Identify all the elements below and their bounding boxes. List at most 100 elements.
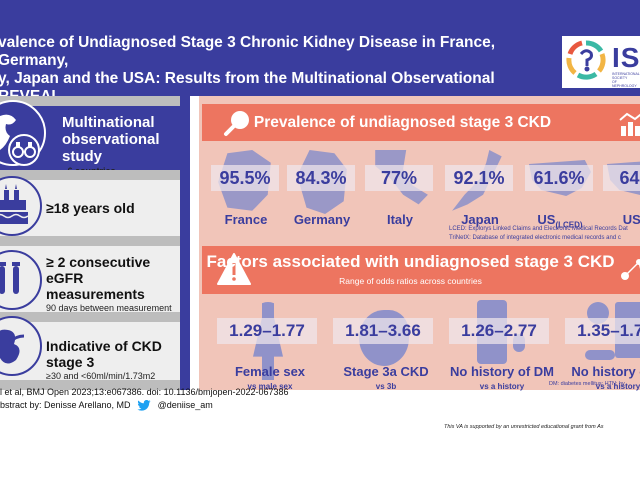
factor-no-dm: 1.26–2.77 No history of DM vs a history xyxy=(447,300,559,420)
study-item-text: Multinational observational study - 6 co… xyxy=(62,114,180,177)
test-tubes-icon xyxy=(0,250,42,310)
abstract-credit: bstract by: Denisse Arellano, MD @deniis… xyxy=(0,399,289,412)
country-germany: 84.3% Germany xyxy=(287,146,357,236)
factor-female-sex: 1.29–1.77 Female sex vs male sex xyxy=(215,300,327,420)
value-box xyxy=(565,318,640,344)
abbreviations-footnote: DM: diabetes mellitus; HTN: hy xyxy=(549,381,625,387)
country-label: US xyxy=(622,212,640,227)
value-box xyxy=(217,318,317,344)
logo-sub-line-1: INTERNATIONAL SOCIETY xyxy=(612,72,640,80)
prevalence-value: 95.5% xyxy=(219,168,271,188)
birthday-cake-icon xyxy=(0,176,42,236)
twitter-icon xyxy=(137,400,151,411)
warning-icon xyxy=(217,253,251,285)
prevalence-value: 92.1% xyxy=(453,168,505,188)
prevalence-value: 64.3 xyxy=(619,168,640,188)
country-name: Germany xyxy=(287,212,357,227)
prevalence-value: 61.6% xyxy=(533,168,585,188)
value-box xyxy=(445,165,513,191)
divider xyxy=(0,236,180,246)
results-panel: Prevalence of undiagnosed stage 3 CKD 95… xyxy=(199,96,640,391)
factors-title: Factors associated with undiagnosed stag… xyxy=(206,252,615,271)
country-sublabel: (LCED) xyxy=(555,220,583,230)
item-heading-2: measurements xyxy=(46,286,145,302)
logo-ring-icon xyxy=(566,40,606,80)
study-item-egfr: ≥ 2 consecutive eGFR measurements 90 day… xyxy=(0,246,180,314)
factor-no-htn: 1.35–1.78 No history of H vs a history xyxy=(563,300,640,420)
country-name: Italy xyxy=(365,212,435,227)
logo-subtitle: INTERNATIONAL SOCIETY OF NEPHROLOGY xyxy=(612,72,640,88)
country-france: 95.5% France xyxy=(211,146,281,236)
factor-label: Stage 3a CKD xyxy=(343,364,429,379)
bp-bulb-icon xyxy=(585,350,615,360)
logo-text: IS xyxy=(612,42,640,73)
divider xyxy=(0,312,180,322)
factors-header: Factors associated with undiagnosed stag… xyxy=(202,246,640,294)
factor-comparison: vs male sex xyxy=(247,382,293,391)
item-heading-2: observational study xyxy=(62,131,160,165)
factors-subtitle: Range of odds ratios across countries xyxy=(339,276,482,286)
value-box xyxy=(449,318,549,344)
chart-trend-icon xyxy=(619,112,640,136)
value-box xyxy=(211,165,279,191)
factor-comparison: vs a history xyxy=(595,382,640,391)
factor-label: Female sex xyxy=(234,364,306,379)
divider xyxy=(0,170,180,180)
odds-ratio-value: 1.35–1.78 xyxy=(577,321,640,340)
study-item-ckd-stage: Indicative of CKD stage 3 ≥30 and <60ml/… xyxy=(0,316,180,382)
odds-ratio-value: 1.26–2.77 xyxy=(461,321,537,340)
prevalence-value: 84.3% xyxy=(295,168,347,188)
study-item-text: ≥18 years old xyxy=(46,200,135,216)
study-design-panel: Multinational observational study - 6 co… xyxy=(0,96,190,390)
value-box xyxy=(333,318,433,344)
divider xyxy=(0,380,180,390)
value-box xyxy=(365,165,433,191)
country-label: Germany xyxy=(293,212,351,227)
country-us-trinetx: 64.3 US(Tri xyxy=(603,146,640,236)
item-heading: ≥18 years old xyxy=(46,200,135,216)
country-us-lced: 61.6% US(LCED) xyxy=(525,146,595,236)
country-name: Japan xyxy=(445,212,515,227)
factor-label: No history of DM xyxy=(450,364,554,379)
factor-comparison: vs a history xyxy=(479,382,525,391)
value-box xyxy=(525,165,593,191)
item-heading: Multinational xyxy=(62,114,155,131)
country-name: US(Tri xyxy=(603,212,640,230)
twitter-handle[interactable]: @deniise_am xyxy=(157,400,213,410)
country-label: US xyxy=(537,212,556,227)
kidney-icon xyxy=(0,316,42,376)
factor-stage-3a: 1.81–3.66 Stage 3a CKD vs 3b xyxy=(331,300,443,420)
item-heading: ≥ 2 consecutive eGFR xyxy=(46,254,151,286)
value-box xyxy=(287,165,355,191)
item-subtext: ≥30 and <60ml/min/1.73m2 xyxy=(46,371,156,381)
globe-binoculars-icon xyxy=(0,100,46,166)
country-italy: 77% Italy xyxy=(365,146,435,236)
study-item-text: Indicative of CKD stage 3 ≥30 and <60ml/… xyxy=(46,338,180,382)
country-name: France xyxy=(211,212,281,227)
country-label: France xyxy=(224,212,268,227)
title-line-1: valence of Undiagnosed Stage 3 Chronic K… xyxy=(0,34,496,69)
citation-block: l et al, BMJ Open 2023;13:e067386. doi: … xyxy=(0,386,289,412)
prevalence-title: Prevalence of undiagnosed stage 3 CKD xyxy=(253,114,552,131)
prevalence-header: Prevalence of undiagnosed stage 3 CKD xyxy=(202,104,640,141)
item-subtext: 90 days between measurement xyxy=(46,303,172,313)
value-box xyxy=(603,165,640,191)
isn-logo: IS INTERNATIONAL SOCIETY OF NEPHROLOGY xyxy=(562,36,640,88)
prevalence-value: 77% xyxy=(380,168,418,188)
trinetx-footnote: TriNetX: Database of integrated electron… xyxy=(449,235,621,241)
divider xyxy=(0,96,180,106)
lced-footnote: LCED: Explorys Linked Claims and Electro… xyxy=(449,226,628,232)
item-heading: Indicative of CKD stage 3 xyxy=(46,338,162,370)
country-name: US(LCED) xyxy=(525,212,595,230)
header-band: valence of Undiagnosed Stage 3 Chronic K… xyxy=(0,0,640,123)
country-label: Japan xyxy=(461,212,499,227)
abstract-author: bstract by: Denisse Arellano, MD xyxy=(0,400,131,410)
country-label: Italy xyxy=(386,212,413,227)
network-icon xyxy=(621,259,640,280)
country-japan: 92.1% Japan xyxy=(445,146,515,236)
study-item-age: ≥18 years old xyxy=(0,176,180,236)
logo-sub-line-2: OF NEPHROLOGY xyxy=(612,80,637,88)
odds-ratio-value: 1.29–1.77 xyxy=(229,321,305,340)
study-item-text: ≥ 2 consecutive eGFR measurements 90 day… xyxy=(46,254,180,314)
citation: l et al, BMJ Open 2023;13:e067386. doi: … xyxy=(0,387,289,397)
